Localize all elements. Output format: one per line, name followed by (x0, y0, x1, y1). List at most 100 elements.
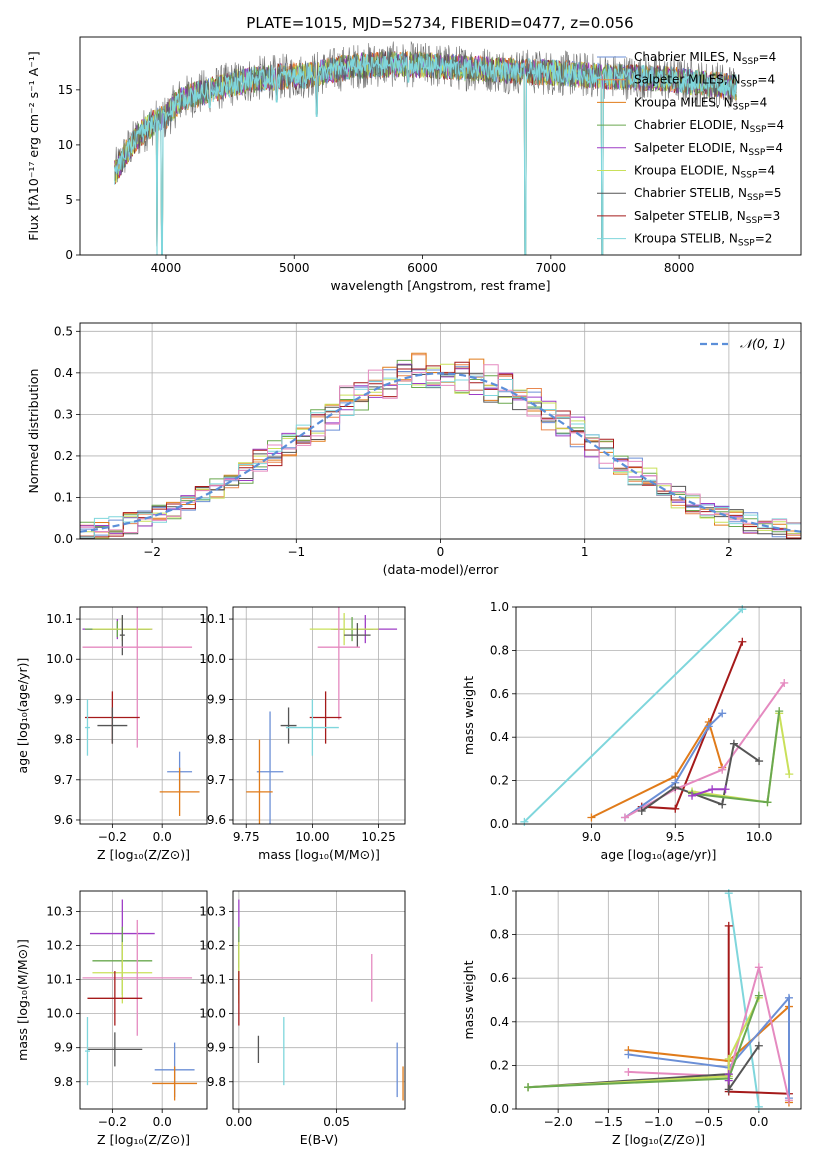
y-tick-label: 10.0 (199, 1007, 226, 1021)
y-axis-label: age [log₁₀(age/yr)] (15, 658, 30, 774)
y-tick-label: 5 (65, 193, 73, 207)
error-bars (82, 899, 198, 1101)
residuals-panel: −2 −1 0 1 2 0.0 0.1 0.2 0.3 0.4 0.5 (data-model)/er… (26, 322, 802, 577)
y-tick-label: 0.1 (54, 490, 73, 504)
weight-marker (754, 1041, 763, 1050)
x-tick-label: 0.0 (153, 1115, 172, 1129)
y-axis-label: mass weight (461, 960, 476, 1039)
model-spectrum-line (114, 55, 738, 255)
error-bar-point (280, 707, 297, 744)
weight-marker (738, 605, 747, 614)
y-tick-label: 0.0 (490, 817, 509, 831)
y-tick-label: 10.1 (199, 612, 226, 626)
legend-label: 𝒩(0, 1) (740, 336, 786, 351)
y-tick-label: 0.6 (490, 971, 509, 985)
error-bars (246, 607, 398, 824)
weight-marker (724, 921, 733, 930)
y-tick-label: 10.0 (46, 1007, 73, 1021)
y-tick-label: 0.2 (490, 1058, 509, 1072)
x-tick-label: −0.5 (694, 1115, 723, 1129)
x-axis-label: wavelength [Angstrom, rest frame] (330, 278, 550, 293)
mass-vs-z-panel: −0.2 0.0 9.8 9.9 10.0 10.1 10.2 10.3 Z [log₁₀(Z/… (15, 890, 208, 1147)
weight-marker (718, 800, 727, 809)
weight-marker (721, 785, 730, 794)
y-tick-label: 9.7 (207, 773, 226, 787)
error-bar-point (317, 607, 361, 720)
x-tick-label: 9.75 (233, 830, 260, 844)
y-tick-label: 0.0 (54, 532, 73, 546)
legend-label: Salpeter MILES, NSSP=4 (634, 73, 775, 90)
weight-vs-age-panel: 9.0 9.5 10.0 0.0 0.2 0.4 0.6 0.8 1.0 age [log₁₀(a… (461, 600, 802, 862)
x-tick-label: 4000 (151, 261, 182, 275)
weight-marker (524, 1083, 533, 1092)
x-tick-label: 0 (437, 545, 445, 559)
y-tick-label: 0.3 (54, 407, 73, 421)
y-tick-label: 10.1 (46, 973, 73, 987)
weight-series (688, 785, 730, 800)
weight-marker (637, 806, 646, 815)
error-bar-point (246, 739, 273, 824)
y-tick-label: 0 (65, 248, 73, 262)
age-vs-z-panel: −0.2 0.0 9.6 9.7 9.8 9.9 10.0 10.1 Z [log₁₀(Z/Z⊙… (15, 606, 208, 862)
x-tick-label: −0.2 (98, 1115, 127, 1129)
error-bar-point (152, 1066, 198, 1101)
mass-vs-ebv-panel: 0.00 0.05 9.8 9.9 10.0 10.1 10.2 10.3 E(B-V) (199, 890, 406, 1147)
y-tick-label: 9.6 (207, 813, 226, 827)
weight-marker (624, 1050, 633, 1059)
histogram-lines (80, 352, 801, 539)
y-tick-label: 9.9 (207, 692, 226, 706)
error-bar-point (84, 1017, 90, 1086)
weight-marker (729, 739, 738, 748)
weight-marker (780, 678, 789, 687)
weight-marker (754, 1102, 763, 1111)
weight-marker (724, 1054, 733, 1063)
weight-marker (754, 963, 763, 972)
weight-vs-z-panel: −2.0 −1.5 −1.0 −0.5 0.0 0.0 0.2 0.4 0.6 0.8 1.0 Z [… (461, 884, 802, 1147)
weight-line (523, 608, 743, 823)
y-tick-label: 0.0 (490, 1102, 509, 1116)
axes-frame (232, 890, 406, 1110)
y-tick-label: 9.8 (54, 1075, 73, 1089)
x-tick-label: −2.0 (544, 1115, 573, 1129)
observed-spectrum-line (114, 40, 737, 255)
y-tick-label: 0.8 (490, 928, 509, 942)
weight-series (520, 605, 747, 826)
weight-marker (784, 993, 793, 1002)
figure-title: PLATE=1015, MJD=52734, FIBERID=0477, z=0… (246, 14, 633, 32)
error-bars (238, 899, 404, 1101)
weight-marker (718, 765, 727, 774)
y-tick-label: 9.8 (207, 733, 226, 747)
weight-marker (785, 770, 794, 779)
y-tick-label: 9.7 (54, 773, 73, 787)
age-vs-mass-panel: 9.75 10.00 10.25 9.6 9.7 9.8 9.9 10.0 10.1 mass [… (199, 606, 406, 862)
weight-line (590, 719, 724, 819)
y-tick-label: 9.9 (54, 1041, 73, 1055)
legend-label: Salpeter ELODIE, NSSP=4 (634, 141, 783, 158)
y-axis-label: Normed distribution (26, 369, 41, 494)
axes-frame (232, 606, 406, 825)
error-bar-point (309, 691, 342, 744)
y-tick-label: 9.9 (54, 692, 73, 706)
weight-marker (708, 785, 717, 794)
weight-marker (724, 1070, 733, 1079)
x-tick-label: −1.0 (644, 1115, 673, 1129)
y-tick-label: 9.6 (54, 813, 73, 827)
weight-line (624, 712, 723, 819)
weight-marker (704, 722, 713, 731)
x-axis-label: Z [log₁₀(Z/Z⊙)] (612, 1132, 705, 1147)
weight-marker (724, 1085, 733, 1094)
x-axis-label: Z [log₁₀(Z/Z⊙)] (97, 1132, 190, 1147)
y-tick-label: 1.0 (490, 600, 509, 614)
x-tick-label: −2 (143, 545, 161, 559)
axes-frame (79, 322, 802, 540)
x-tick-label: 9.0 (582, 830, 601, 844)
legend-label: Kroupa MILES, NSSP=4 (634, 95, 767, 112)
weight-marker (755, 757, 764, 766)
weight-marker (754, 991, 763, 1000)
x-axis-label: Z [log₁₀(Z/Z⊙)] (97, 847, 190, 862)
x-axis-label: mass [log₁₀(M/M⊙)] (258, 847, 380, 862)
axes-frame (79, 36, 802, 256)
y-tick-label: 10.2 (46, 939, 73, 953)
